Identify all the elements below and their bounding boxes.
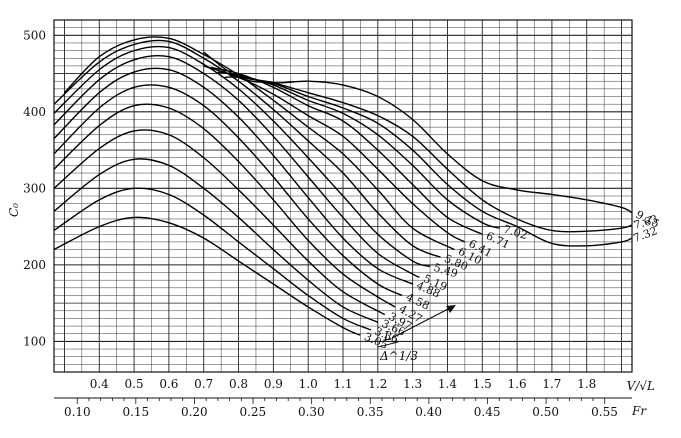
curves — [53, 36, 633, 336]
y-tick-label: 200 — [23, 258, 46, 272]
froude-tick-label: 0.40 — [415, 405, 442, 419]
y-tick-label: 100 — [23, 334, 46, 348]
x-tick-label: 0.5 — [125, 377, 144, 391]
parameter-denominator: Δ^1/3 — [379, 349, 418, 363]
axes: 100 200 300 400 500 0.4 0.5 0.6 0.7 0.8 0.9 1.0 1.1 1… — [23, 28, 632, 419]
curve-6.10 — [63, 36, 455, 251]
froude-tick-label: 0.45 — [474, 405, 501, 419]
x-tick-label: 1.3 — [403, 377, 422, 391]
froude-tick-label: 0.55 — [591, 405, 618, 419]
parameter-arrowhead — [446, 305, 456, 313]
curve-3.05 — [53, 216, 361, 336]
curve-5.49 — [53, 45, 431, 268]
x-axis-label: V/√L — [627, 379, 655, 393]
parameter-arrow — [391, 306, 453, 339]
curve-3.97 — [53, 129, 386, 316]
plot-frame — [53, 19, 633, 373]
curve-9.15 — [203, 51, 633, 214]
x-tick-label: 1.4 — [438, 377, 457, 391]
parameter-annotation: L Δ^1/3 — [377, 305, 456, 363]
x-tick-label: 1.1 — [333, 377, 352, 391]
curve-4.27 — [53, 103, 396, 308]
grid — [54, 20, 632, 372]
y-tick-label: 400 — [23, 105, 46, 119]
x-tick-label: 0.6 — [159, 377, 178, 391]
y-axis-label: C₀ — [7, 203, 21, 217]
x-tick-label: 1.7 — [542, 377, 561, 391]
x-tick-label: 0.9 — [264, 377, 283, 391]
x-tick-label: 0.7 — [194, 377, 213, 391]
y-tick-label: 300 — [23, 181, 46, 195]
parameter-fraction-bar — [377, 341, 399, 348]
curve-3.66 — [53, 158, 379, 323]
x-tick-label: 1.8 — [577, 377, 596, 391]
x-tick-label: 0.8 — [229, 377, 248, 391]
x-tick-label: 0.4 — [90, 377, 109, 391]
froude-tick-label: 0.25 — [239, 405, 266, 419]
froude-axis-label: Fr — [631, 404, 647, 418]
curve-7.32 — [224, 76, 633, 247]
froude-tick-label: 0.50 — [532, 405, 559, 419]
x-tick-label: 1.6 — [508, 377, 527, 391]
parameter-numerator: L — [383, 329, 392, 343]
curve-7.63 — [231, 74, 633, 233]
curve-5.80 — [53, 39, 441, 258]
curve-4.88 — [53, 67, 413, 285]
y-tick-label: 500 — [23, 28, 46, 42]
x-tick-label: 1.2 — [368, 377, 387, 391]
froude-tick-label: 0.20 — [181, 405, 208, 419]
curve-6.41 — [203, 65, 466, 243]
froude-tick-label: 0.30 — [298, 405, 325, 419]
x-tick-label: 1.0 — [299, 377, 318, 391]
froude-tick-label: 0.15 — [122, 405, 149, 419]
curve-4.58 — [53, 84, 403, 297]
froude-tick-label: 0.10 — [64, 405, 91, 419]
curve-3.36 — [53, 187, 372, 331]
curve-5.19 — [53, 54, 420, 278]
froude-tick-label: 0.35 — [357, 405, 384, 419]
x-tick-label: 1.5 — [473, 377, 492, 391]
